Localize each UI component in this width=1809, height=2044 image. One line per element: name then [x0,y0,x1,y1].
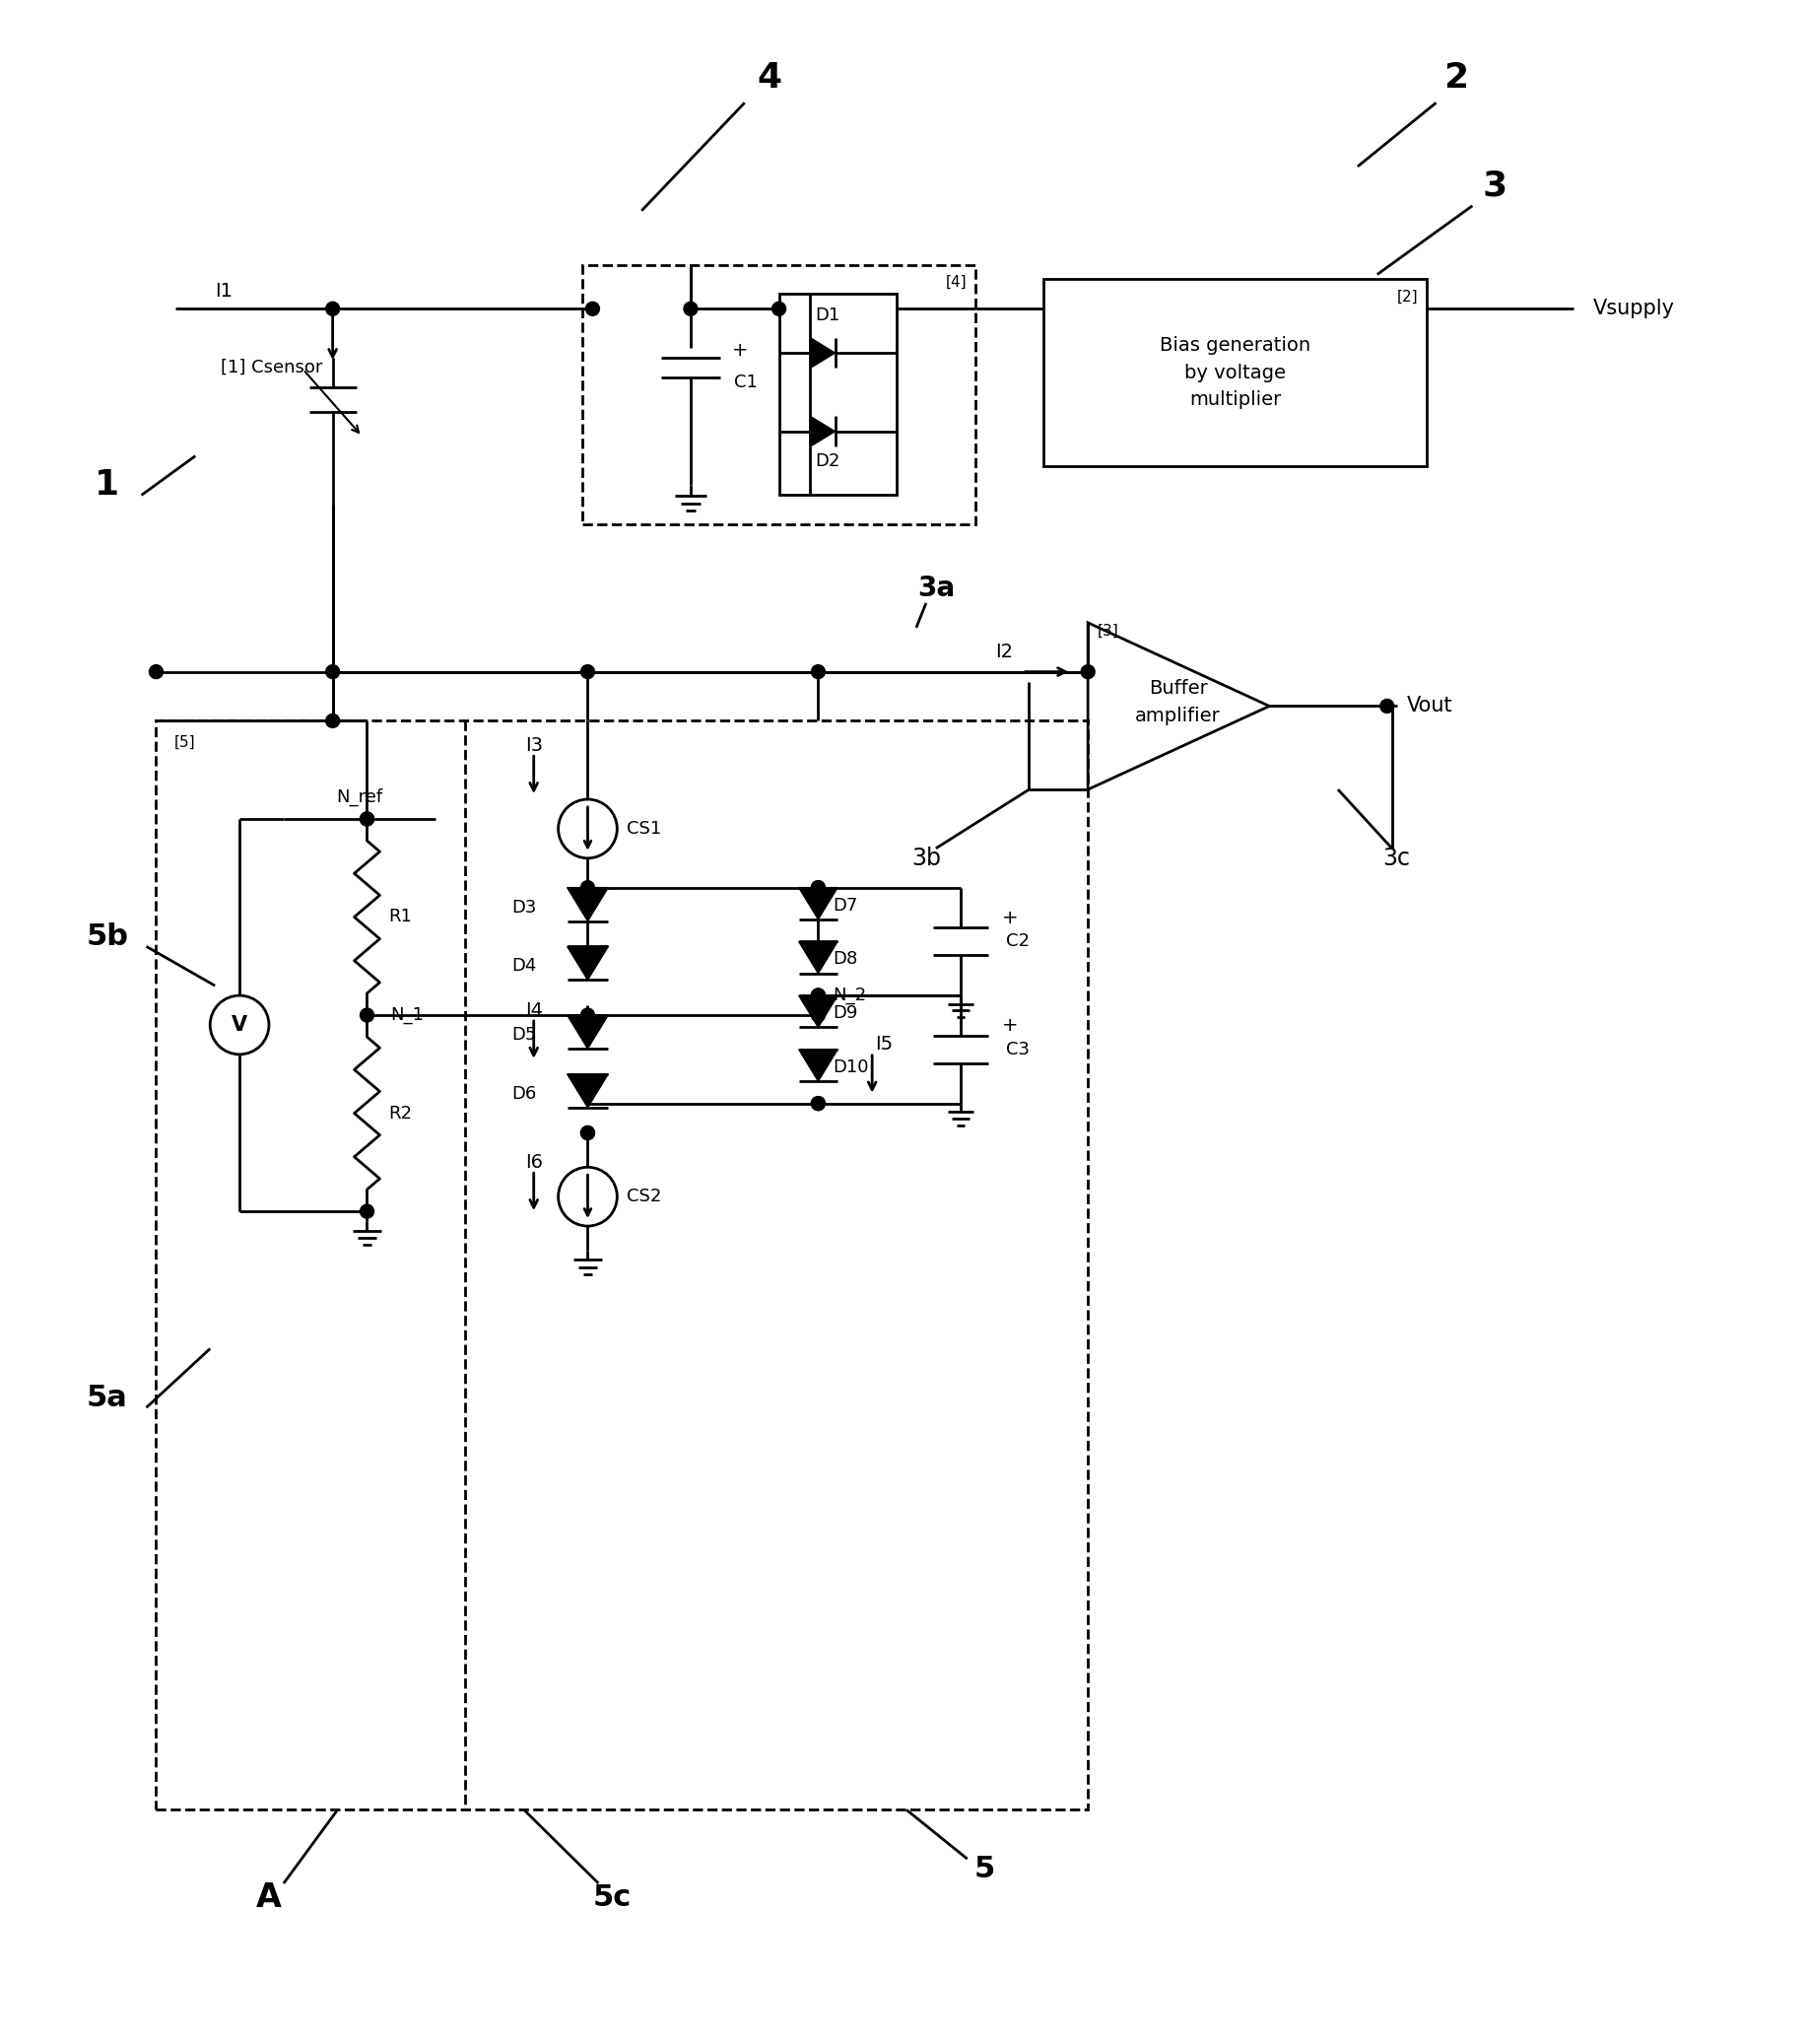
Circle shape [360,1204,374,1218]
Text: N_ref: N_ref [336,789,382,805]
Text: 1: 1 [94,468,119,503]
Text: +: + [1002,1016,1018,1036]
Polygon shape [800,942,838,973]
Text: CS1: CS1 [628,820,662,838]
Text: [4]: [4] [946,274,968,290]
Circle shape [581,664,595,679]
Circle shape [360,1008,374,1022]
Text: N_1: N_1 [391,1006,423,1024]
Text: Vsupply: Vsupply [1594,298,1675,319]
Text: D4: D4 [512,957,537,975]
Circle shape [581,1008,595,1022]
Text: 5: 5 [975,1854,995,1883]
Text: 3c: 3c [1384,846,1411,871]
Text: +: + [1002,910,1018,928]
Text: A: A [257,1883,282,1915]
Polygon shape [568,1073,608,1108]
Circle shape [360,811,374,826]
Circle shape [810,881,825,895]
Text: I4: I4 [525,1002,543,1020]
Text: C3: C3 [1006,1040,1029,1059]
Text: I5: I5 [876,1034,894,1055]
Circle shape [586,303,599,315]
Circle shape [810,989,825,1002]
Text: amplifier: amplifier [1136,707,1221,726]
Text: D2: D2 [816,452,841,470]
Text: multiplier: multiplier [1189,390,1281,409]
Text: C2: C2 [1006,932,1029,950]
Circle shape [810,989,825,1002]
Circle shape [810,1096,825,1110]
Circle shape [326,664,340,679]
Text: I1: I1 [215,282,233,300]
Polygon shape [800,1049,838,1081]
Text: 5a: 5a [87,1384,128,1412]
Circle shape [1082,664,1094,679]
Text: V: V [232,1016,248,1034]
Text: 3b: 3b [912,846,941,871]
Circle shape [581,1126,595,1141]
Text: R2: R2 [389,1104,412,1122]
Circle shape [810,881,825,895]
Text: C1: C1 [734,374,758,390]
Circle shape [326,303,340,315]
Text: N_2: N_2 [832,987,867,1004]
Text: I6: I6 [525,1153,543,1171]
Circle shape [1380,699,1395,713]
Text: Vout: Vout [1407,697,1453,715]
Circle shape [810,989,825,1002]
Text: I3: I3 [525,736,543,754]
Text: Bias generation: Bias generation [1160,335,1310,354]
Text: [2]: [2] [1397,290,1418,305]
Circle shape [684,303,698,315]
Circle shape [581,881,595,895]
Circle shape [150,664,163,679]
Polygon shape [810,337,836,368]
Text: 4: 4 [756,61,781,94]
Text: Buffer: Buffer [1149,679,1208,697]
Text: D5: D5 [512,1026,537,1044]
Text: [1] Csensor: [1] Csensor [221,360,322,376]
Polygon shape [568,946,608,979]
Circle shape [810,664,825,679]
Text: CS2: CS2 [628,1188,662,1206]
Text: by voltage: by voltage [1185,364,1286,382]
Polygon shape [568,887,608,922]
Circle shape [810,1008,825,1022]
Text: 2: 2 [1444,61,1469,94]
Text: 5b: 5b [85,922,128,950]
Polygon shape [568,1016,608,1049]
Text: I2: I2 [995,642,1013,662]
Bar [780,294,897,495]
Bar [156,722,1087,1809]
Text: 3a: 3a [917,574,955,603]
Polygon shape [800,995,838,1028]
Circle shape [581,1126,595,1141]
Text: D3: D3 [512,899,537,916]
Text: [5]: [5] [174,736,195,750]
Circle shape [810,1096,825,1110]
Text: D7: D7 [832,897,857,914]
Text: D9: D9 [832,1004,857,1022]
Circle shape [326,713,340,728]
Text: +: + [733,341,749,360]
Polygon shape [800,887,838,920]
Text: D10: D10 [832,1059,868,1075]
Bar [1044,280,1425,466]
Circle shape [772,303,785,315]
Bar [582,264,975,525]
Polygon shape [810,417,836,446]
Circle shape [360,811,374,826]
Text: R1: R1 [389,908,412,926]
Text: 5c: 5c [593,1885,631,1913]
Text: D1: D1 [816,307,841,325]
Text: [3]: [3] [1098,623,1120,638]
Text: D6: D6 [512,1085,537,1102]
Text: D8: D8 [832,950,857,969]
Text: 3: 3 [1483,170,1507,202]
